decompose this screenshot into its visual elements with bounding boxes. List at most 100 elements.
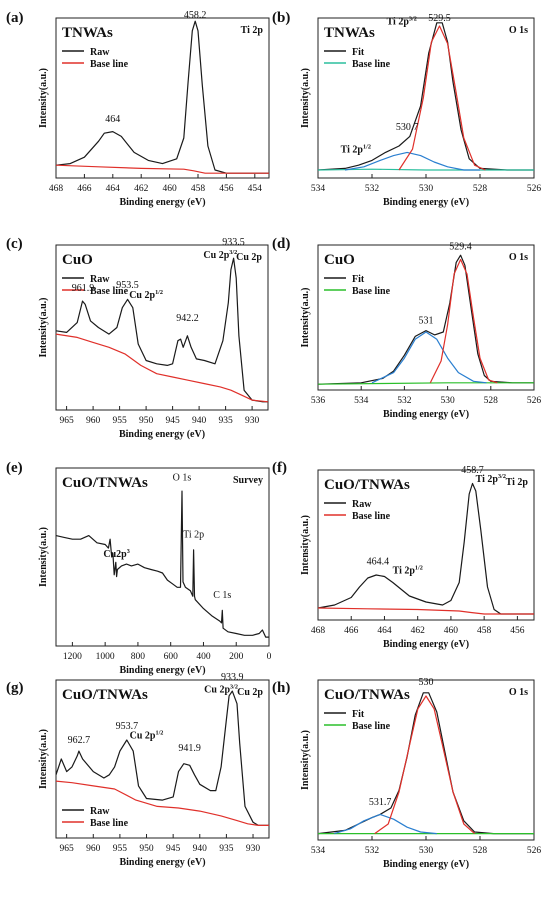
annotation-label: Ti 2p1/2 [393,565,423,577]
corner-label: Cu 2p [236,252,262,263]
annotation-label: 942.2 [176,313,199,324]
corner-label: Ti 2p [241,25,264,36]
series-line [55,690,269,826]
annotation-label: 530 [419,677,434,688]
x-tick-label: 466 [77,184,92,194]
x-tick-label: 528 [473,846,488,856]
annotation-label: 933.9 [221,672,244,683]
x-tick-label: 464 [106,184,121,194]
chart-title: CuO [62,252,93,268]
chart-title: CuO/TNWAs [62,475,148,491]
x-tick-label: 526 [527,846,542,856]
panel-label: (c) [6,236,23,252]
annotation-label: 458.7 [461,465,484,476]
series-line [317,168,534,171]
annotation-label: Ti 2p3/2 [387,15,417,27]
x-tick-label: 532 [365,184,380,194]
x-tick-label: 940 [192,416,207,426]
annotation-label: O 1s [173,472,192,483]
series-line [55,20,269,174]
x-tick-label: 960 [86,844,101,854]
x-tick-label: 460 [162,184,177,194]
legend-label: Raw [90,274,110,285]
x-tick-label: 950 [139,416,154,426]
x-tick-label: 536 [311,396,326,406]
legend-label: Base line [352,511,391,522]
legend-label: Raw [90,47,110,58]
plot-frame [55,679,270,839]
chart-title: TNWAs [324,25,375,41]
x-tick-label: 965 [60,844,75,854]
corner-label: Cu 2p [237,687,263,698]
panel-label: (f) [272,460,287,476]
annotation-label: Cu2p3 [103,548,129,560]
x-tick-label: 468 [49,184,64,194]
x-tick-label: 960 [86,416,101,426]
chart-panel: (h) 534 532 530 528 526 Binding energy (eV) Int… [272,677,541,870]
series-line [317,692,534,835]
annotation-label: Cu 2p3/2 [204,684,238,696]
y-axis-label: Intensity(a.u.) [38,68,49,128]
legend-label: Base line [90,286,129,297]
series-line [334,813,437,835]
x-tick-label: 456 [219,184,234,194]
series-line [55,490,269,638]
series-line [374,695,475,835]
x-tick-label: 400 [196,652,211,662]
annotation-label: Ti 2p [183,529,204,540]
x-axis-label: Binding energy (eV) [119,857,205,868]
x-axis-label: Binding energy (eV) [119,429,205,440]
chart-panel: (e) 1200 1000 800 600 400 200 0 Binding energy (… [6,460,272,676]
corner-label: Survey [233,475,263,486]
plot-frame [317,244,535,391]
annotation-label: Cu 2p1/2 [130,729,164,741]
x-tick-label: 940 [193,844,208,854]
x-tick-label: 464 [377,626,392,636]
y-axis-label: Intensity(a.u.) [38,729,49,789]
legend-label: Fit [352,709,365,720]
series-line [55,780,269,826]
annotation-label: 962.7 [68,735,91,746]
x-axis-label: Binding energy (eV) [383,409,469,420]
annotation-label: 529.5 [428,13,451,24]
x-tick-label: 534 [311,846,326,856]
plot-frame [317,469,535,621]
x-tick-label: 456 [510,626,525,636]
legend-label: Fit [352,274,365,285]
y-axis-label: Intensity(a.u.) [300,68,311,128]
chart-title: TNWAs [62,25,113,41]
series-line [317,607,534,615]
annotation-label: Cu 2p1/2 [129,289,163,301]
annotation-label: Cu 2p3/2 [203,249,237,261]
x-axis-label: Binding energy (eV) [383,859,469,870]
x-tick-label: 532 [397,396,412,406]
annotation-label: Ti 2p1/2 [341,143,371,155]
x-tick-label: 526 [527,184,542,194]
y-axis-label: Intensity(a.u.) [38,527,49,587]
x-tick-label: 462 [411,626,426,636]
x-tick-label: 534 [354,396,369,406]
x-tick-label: 945 [166,844,181,854]
y-axis-label: Intensity(a.u.) [38,297,49,357]
annotation-label: 464 [105,114,120,125]
x-tick-label: 530 [440,396,455,406]
x-tick-label: 530 [419,184,434,194]
x-tick-label: 955 [113,844,128,854]
plot-frame [317,679,535,841]
x-tick-label: 930 [245,416,260,426]
panel-label: (d) [272,236,290,252]
chart-panel: (d) 536 534 532 530 528 526 Binding energy (eV)… [272,236,541,420]
annotation-label: 530.7 [396,122,419,133]
annotation-label: 953.7 [116,721,139,732]
x-axis-label: Binding energy (eV) [383,639,469,650]
corner-label: O 1s [509,687,528,698]
x-tick-label: 530 [419,846,434,856]
corner-label: Ti 2p [506,477,529,488]
legend-label: Raw [90,806,110,817]
x-tick-label: 458 [477,626,492,636]
annotation-label: 933.5 [222,237,245,248]
series-line [317,482,534,615]
x-tick-label: 1200 [63,652,82,662]
annotation-label: Ti 2p3/2 [476,473,506,485]
